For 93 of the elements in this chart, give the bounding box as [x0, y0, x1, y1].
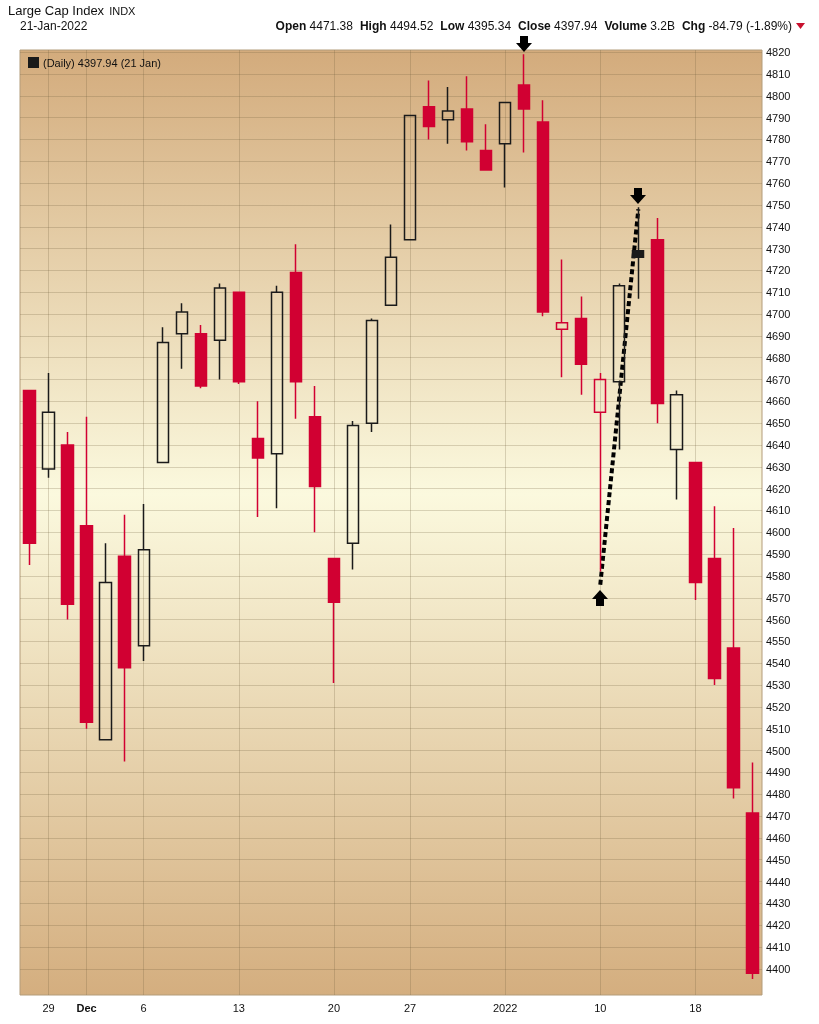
y-tick-label: 4420 [766, 919, 791, 932]
y-tick-label: 4810 [766, 68, 791, 81]
candlestick [612, 282, 626, 451]
chart-title: Large Cap Index [8, 3, 105, 18]
candlestick [460, 75, 474, 152]
y-tick-label: 4590 [766, 548, 791, 561]
candlestick [308, 385, 322, 534]
y-tick-label: 4740 [766, 220, 791, 233]
candlestick [137, 503, 151, 662]
candlestick [536, 99, 550, 318]
candlestick [251, 400, 265, 518]
y-tick-label: 4600 [766, 526, 791, 539]
candlestick [555, 258, 569, 379]
y-tick-label: 4800 [766, 89, 791, 102]
y-tick-label: 4660 [766, 395, 791, 408]
y-tick-label: 4680 [766, 351, 791, 364]
chart-subtitle: INDX [109, 5, 136, 17]
y-tick-label: 4560 [766, 613, 791, 626]
y-tick-label: 4790 [766, 111, 791, 124]
y-tick-label: 4780 [766, 133, 791, 146]
candlestick [289, 243, 303, 420]
y-tick-label: 4580 [766, 569, 791, 582]
x-tick-label: 27 [403, 1001, 417, 1014]
y-tick-label: 4650 [766, 417, 791, 430]
y-tick-label: 4450 [766, 853, 791, 866]
candlestick [346, 420, 360, 571]
y-tick-label: 4410 [766, 940, 791, 953]
y-tick-label: 4760 [766, 177, 791, 190]
y-tick-label: 4670 [766, 373, 791, 386]
candlestick [631, 206, 645, 300]
candlestick [213, 282, 227, 381]
candlestick [403, 114, 417, 241]
y-tick-label: 4570 [766, 591, 791, 604]
x-tick-label: 2022 [492, 1001, 518, 1014]
candlestick [175, 302, 189, 370]
candlestick [98, 542, 113, 741]
candlestick [688, 461, 703, 601]
candlestick [669, 389, 684, 501]
y-tick-label: 4630 [766, 460, 791, 473]
y-tick-label: 4750 [766, 198, 791, 211]
legend-label: (Daily) 4397.94 (21 Jan) [43, 56, 162, 69]
candlestick [593, 372, 607, 573]
candlestick [441, 86, 455, 145]
y-tick-label: 4610 [766, 504, 791, 517]
y-tick-label: 4510 [766, 722, 791, 735]
x-tick-label: Dec [76, 1001, 97, 1014]
x-tick-label: 18 [689, 1001, 702, 1014]
y-tick-label: 4460 [766, 831, 791, 844]
text: Close 4397.94 [518, 19, 598, 33]
candlestick [498, 101, 512, 189]
y-tick-label: 4720 [766, 264, 791, 277]
y-tick-label: 4540 [766, 657, 791, 670]
candlestick [479, 123, 493, 171]
x-tick-label: 6 [140, 1001, 147, 1014]
candlestick [156, 326, 170, 464]
y-tick-label: 4620 [766, 482, 791, 495]
candlestick [422, 79, 436, 141]
candlestick [22, 389, 37, 566]
text: High 4494.52 [359, 19, 434, 33]
y-tick-label: 4820 [766, 46, 791, 59]
text: Open 4471.38 [275, 19, 353, 33]
candlestick [194, 324, 208, 390]
y-tick-label: 4520 [766, 700, 791, 713]
y-tick-label: 4730 [766, 242, 791, 255]
y-tick-label: 4470 [766, 810, 791, 823]
text: 21-Jan-2022 [20, 19, 88, 33]
x-tick-label: 10 [594, 1001, 607, 1014]
y-tick-label: 4430 [766, 897, 791, 910]
candlestick [270, 284, 284, 510]
y-tick-label: 4550 [766, 635, 791, 648]
text: Volume 3.2B [604, 19, 675, 33]
candlestick [41, 372, 56, 479]
y-tick-label: 4490 [766, 766, 791, 779]
y-tick-label: 4700 [766, 308, 791, 321]
candlestick [365, 317, 379, 433]
y-tick-label: 4690 [766, 329, 791, 342]
y-tick-label: 4500 [766, 744, 791, 757]
y-tick-label: 4770 [766, 155, 791, 168]
x-tick-label: 29 [42, 1001, 55, 1014]
y-tick-label: 4710 [766, 286, 791, 299]
y-tick-label: 4400 [766, 962, 791, 975]
text: Chg -84.79 (-1.89%) [681, 19, 792, 33]
candlestick [384, 223, 398, 307]
x-tick-label: 20 [327, 1001, 341, 1014]
candlestick [232, 291, 246, 385]
candlestick [327, 557, 341, 684]
y-tick-label: 4530 [766, 679, 791, 692]
y-tick-label: 4480 [766, 788, 791, 801]
x-tick-label: 13 [232, 1001, 245, 1014]
candlestick [517, 53, 531, 154]
text: Low 4395.34 [440, 19, 512, 33]
y-tick-label: 4640 [766, 439, 791, 452]
y-tick-label: 4440 [766, 875, 791, 888]
